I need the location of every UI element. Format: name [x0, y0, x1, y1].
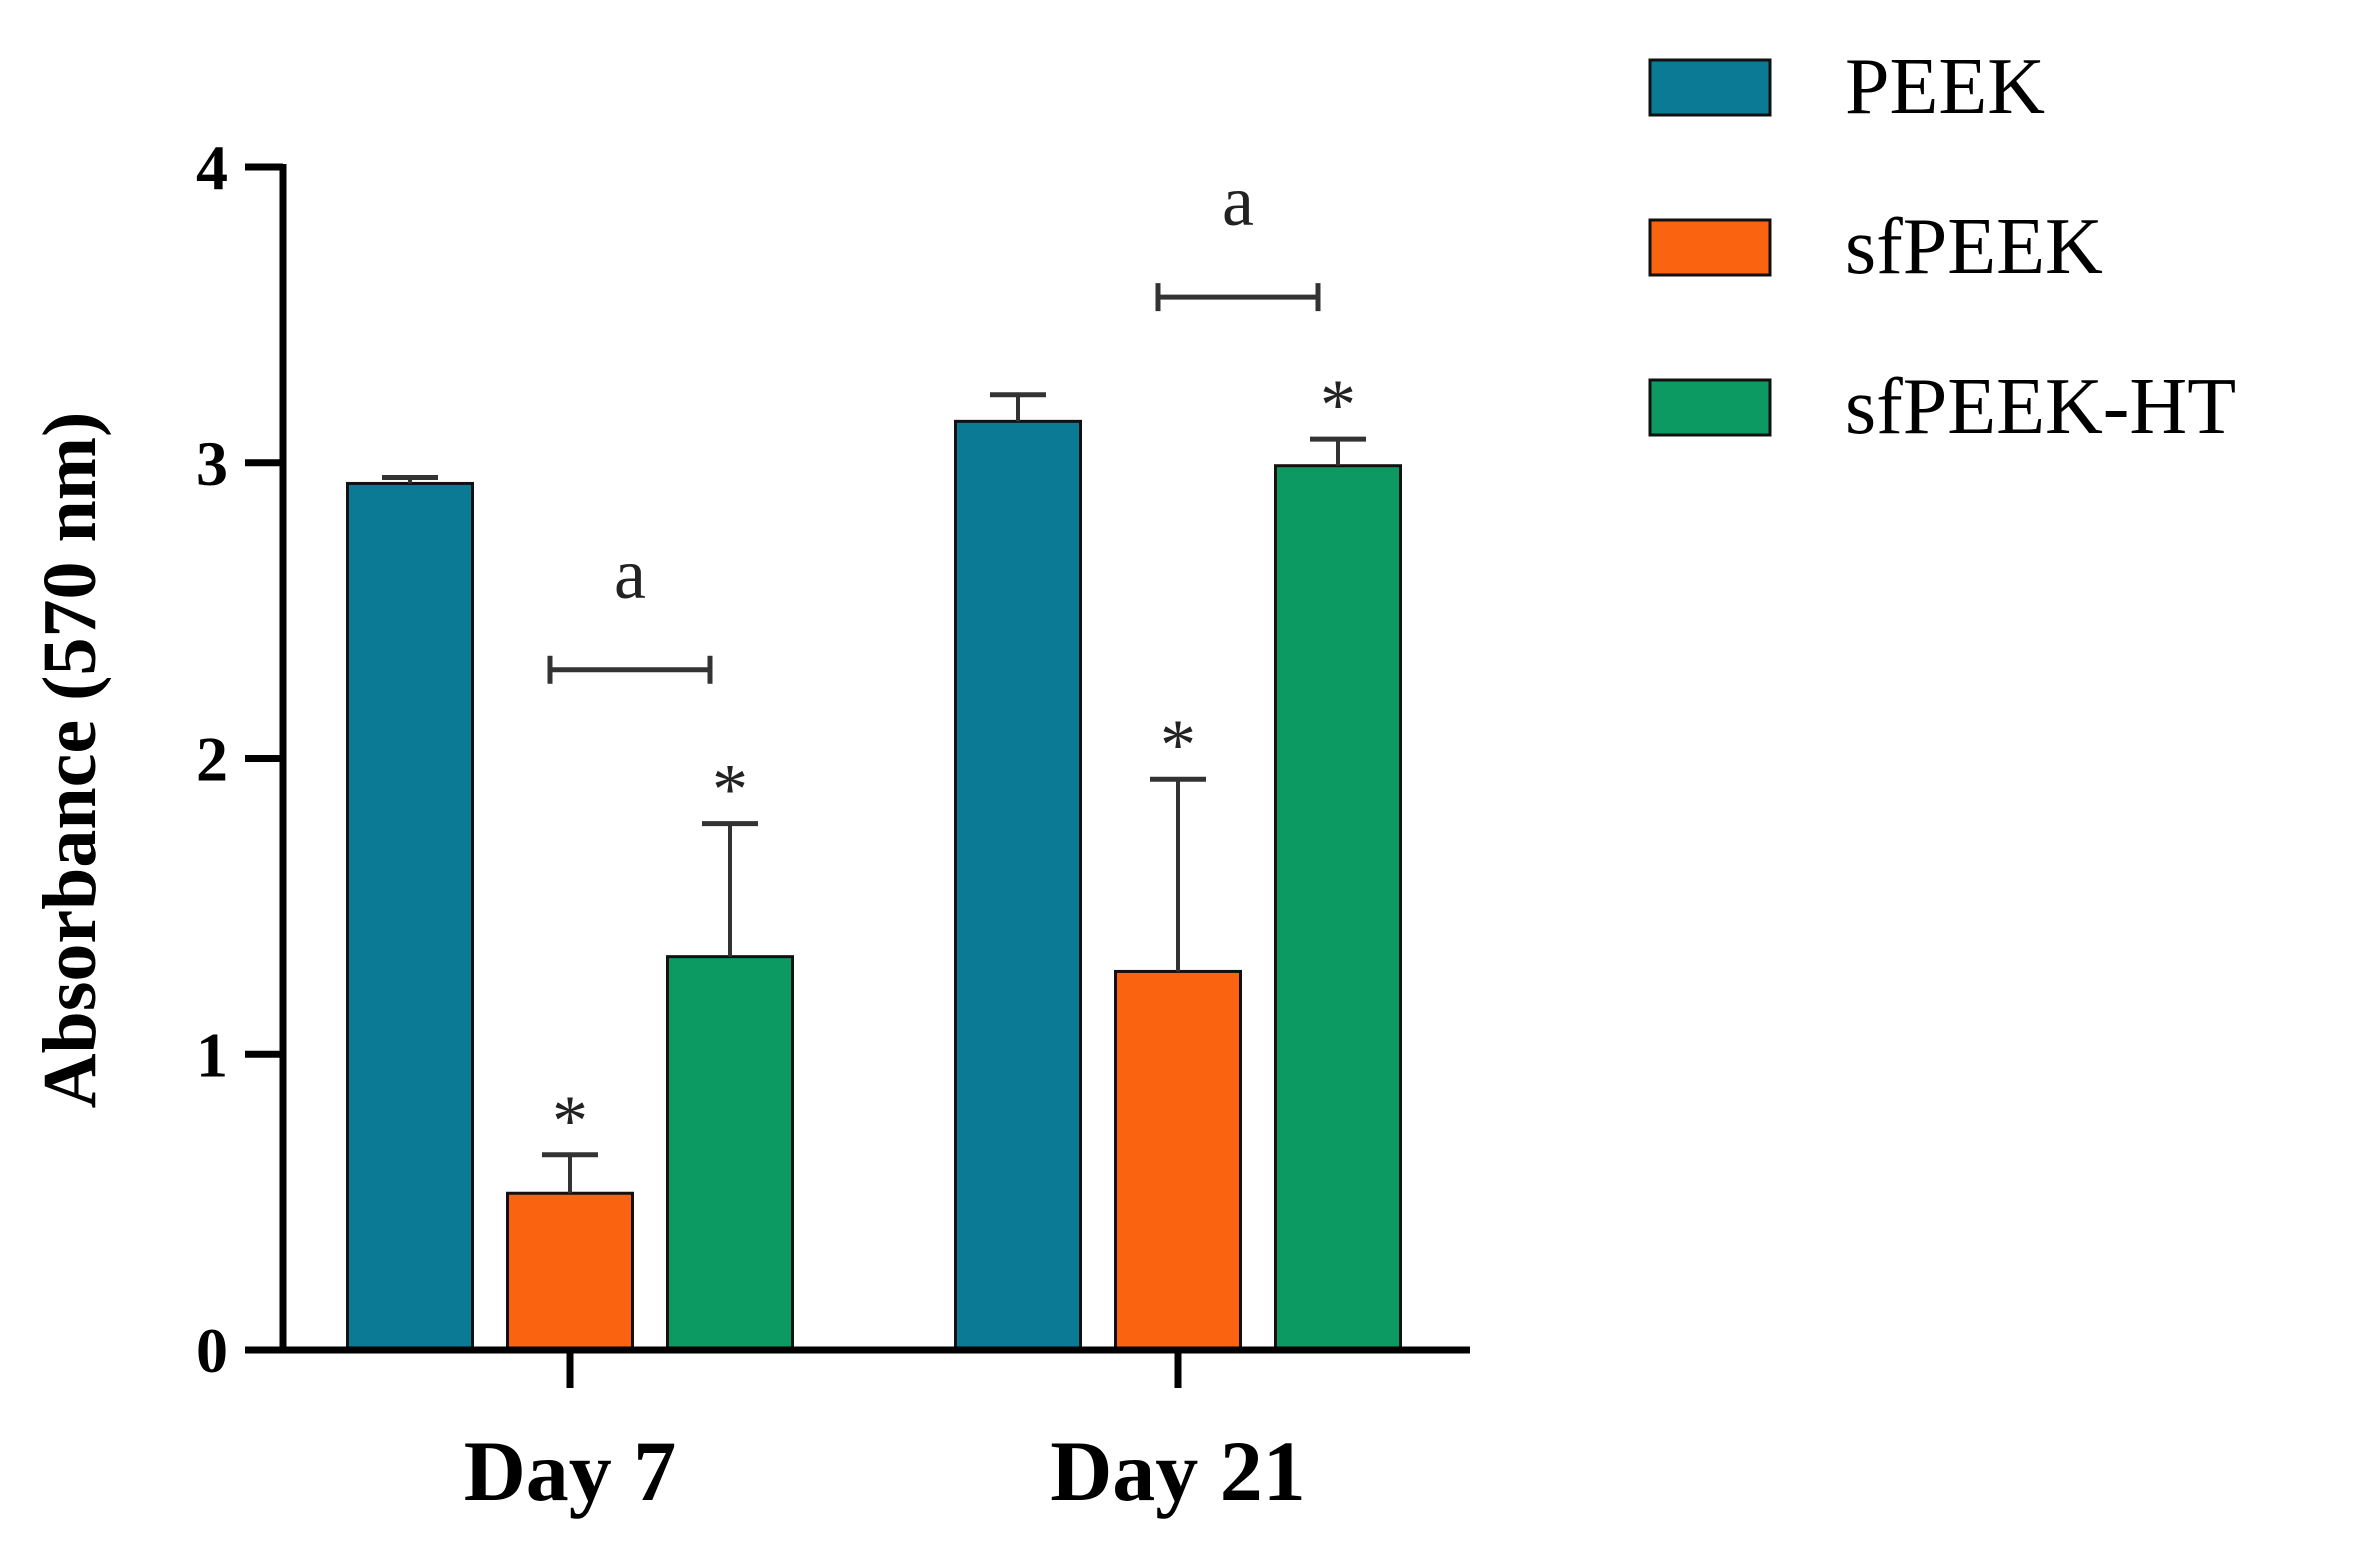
significance-marker: *: [1320, 365, 1356, 445]
bracket-label: a: [1222, 161, 1254, 241]
legend-swatch-peek: [1648, 58, 1772, 117]
bar-sfpeek-day-7: [506, 1191, 634, 1352]
y-axis-ticks: 0 1 2 3 4: [196, 132, 283, 1386]
y-axis-title-group: Absorbance (570 nm): [28, 412, 112, 1109]
bar-sfpeek-day-21: [1114, 969, 1242, 1352]
legend-swatch-sfpeek-ht: [1648, 378, 1772, 437]
legend-label-peek: PEEK: [1845, 43, 2045, 131]
y-tick-label: 2: [196, 724, 228, 795]
y-tick-label: 0: [196, 1315, 228, 1386]
significance-marker: *: [1160, 705, 1196, 785]
y-tick-label: 4: [196, 132, 228, 203]
bar-peek-day-21: [954, 419, 1082, 1352]
legend-label-sfpeek-ht: sfPEEK-HT: [1845, 363, 2236, 451]
bar-sfpeek-ht-day-21: [1274, 464, 1402, 1352]
error-bars: [382, 392, 1366, 1194]
x-axis-ticks: Day 7 Day 21: [464, 1350, 1306, 1519]
x-tick-label: Day 7: [464, 1423, 677, 1519]
significance-marker: *: [552, 1081, 588, 1161]
y-axis-title: Absorbance (570 nm): [28, 412, 112, 1109]
bar-peek-day-7: [346, 481, 474, 1352]
annotations: * * * * a a: [547, 161, 1356, 1161]
y-tick-label: 3: [196, 428, 228, 499]
significance-marker: *: [712, 750, 748, 830]
legend-swatch-sfpeek: [1648, 218, 1772, 277]
bar-sfpeek-ht-day-7: [666, 955, 794, 1352]
y-tick-label: 1: [196, 1019, 228, 1090]
bars: [346, 419, 1402, 1352]
legend: PEEK sfPEEK sfPEEK-HT: [1648, 43, 2236, 451]
bracket-label: a: [614, 534, 646, 614]
x-tick-label: Day 21: [1050, 1423, 1306, 1519]
legend-label-sfpeek: sfPEEK: [1845, 203, 2103, 291]
